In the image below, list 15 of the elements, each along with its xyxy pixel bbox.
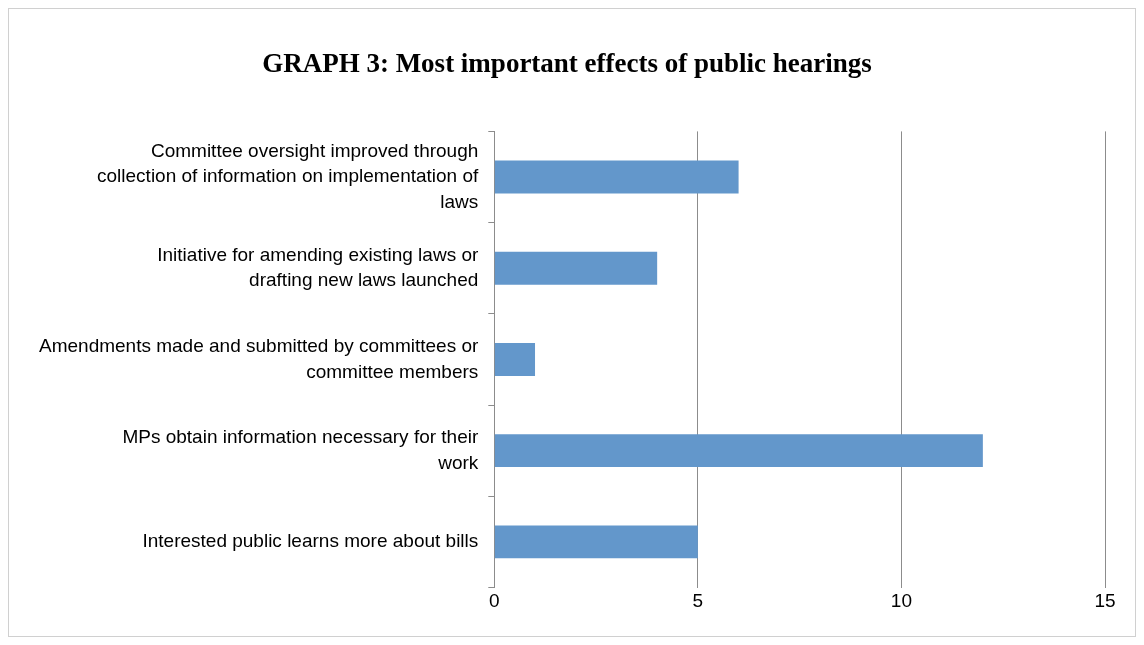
bar [494,251,658,285]
bar [494,525,698,559]
x-tick-label: 15 [1094,590,1116,612]
x-tick-label: 5 [692,590,704,612]
y-tick-label: MPs obtain information necessary for their work [122,426,479,473]
bar [494,343,536,376]
bar [494,434,983,468]
y-tick-label: Amendments made and submitted by committees or committee members [39,334,479,382]
x-tick-label: 10 [890,590,913,612]
x-tick-label: 0 [489,590,500,612]
y-tick-label: Initiative for amending existing laws or drafting new laws launched [157,243,479,291]
y-tick-label: Committee oversight improved through collection of information on implementation of laws [97,139,480,212]
y-tick-label: Interested public learns more about bills [142,530,479,552]
chart-title: GRAPH 3: Most important effects of public hearings [262,48,872,79]
bar [494,160,739,194]
